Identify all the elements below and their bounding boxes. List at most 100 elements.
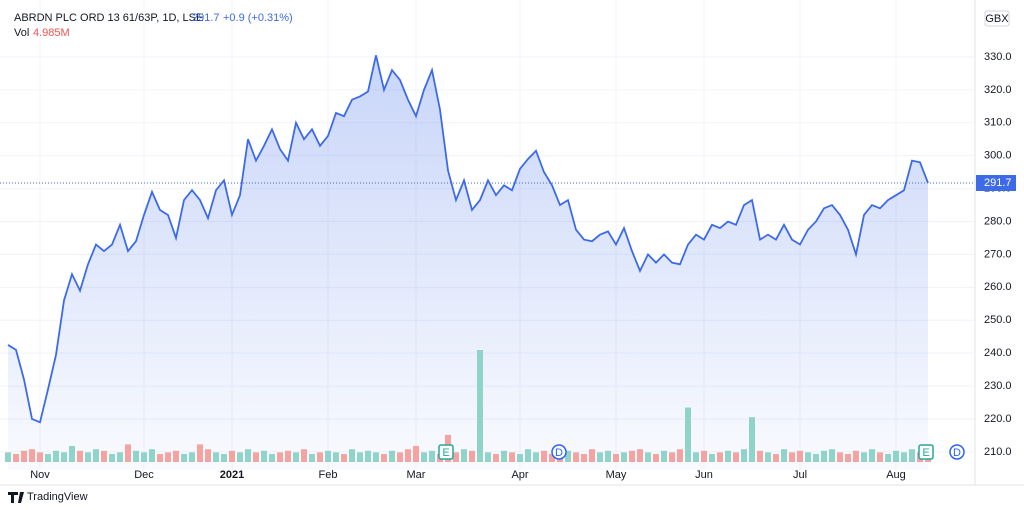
event-icon[interactable] — [438, 444, 454, 460]
x-tick-label: May — [606, 469, 627, 481]
volume-bar — [485, 452, 491, 462]
event-label[interactable]: E — [442, 447, 449, 459]
volume-bar — [37, 452, 43, 462]
volume-bar — [277, 452, 283, 462]
volume-bar — [685, 407, 691, 462]
volume-bar — [173, 450, 179, 462]
volume-bar — [533, 452, 539, 462]
y-tick-label: 230.0 — [984, 380, 1012, 392]
x-tick-label: Jun — [695, 469, 713, 481]
volume-bar — [709, 454, 715, 462]
volume-bar — [621, 452, 627, 462]
volume-bar — [341, 454, 347, 462]
volume-bar — [605, 450, 611, 462]
volume-bar — [525, 449, 531, 462]
x-tick-label: Dec — [134, 469, 154, 481]
volume-bar — [805, 452, 811, 462]
volume-bar — [901, 452, 907, 462]
volume-bar — [365, 450, 371, 462]
volume-bar — [629, 450, 635, 462]
volume-bar — [909, 449, 915, 462]
volume-bar — [869, 449, 875, 462]
volume-bar — [325, 450, 331, 462]
volume-bar — [333, 452, 339, 462]
volume-bar — [861, 452, 867, 462]
event-icon[interactable] — [949, 444, 965, 460]
volume-bar — [397, 452, 403, 462]
volume-bar — [789, 452, 795, 462]
volume-bar — [413, 446, 419, 462]
currency[interactable]: GBX — [985, 13, 1009, 25]
currency-box[interactable] — [984, 10, 1010, 27]
event-icon[interactable] — [918, 444, 934, 460]
volume-bar — [53, 450, 59, 462]
volume-bar — [541, 450, 547, 462]
volume-bar — [645, 452, 651, 462]
y-tick-label: 220.0 — [984, 413, 1012, 425]
event-icon[interactable] — [551, 444, 567, 460]
volume-bar — [461, 449, 467, 462]
volume-bar — [285, 450, 291, 462]
x-tick-label: 2021 — [220, 469, 244, 481]
y-tick-label: 280.0 — [984, 215, 1012, 227]
volume-bar — [781, 449, 787, 462]
volume-bar — [165, 452, 171, 462]
volume-bar — [293, 452, 299, 462]
volume-bar — [357, 452, 363, 462]
volume-bar — [693, 452, 699, 462]
volume-bar — [725, 450, 731, 462]
event-label[interactable]: E — [922, 447, 929, 459]
volume-bar — [829, 449, 835, 462]
y-tick-label: 300.0 — [984, 150, 1012, 162]
volume-bar — [77, 450, 83, 462]
event-label[interactable]: D — [555, 447, 563, 459]
volume-bar — [21, 450, 27, 462]
volume-bar — [509, 452, 515, 462]
x-tick-label: Aug — [886, 469, 906, 481]
volume-bar — [493, 454, 499, 462]
y-tick-label: 320.0 — [984, 84, 1012, 96]
volume-bar — [109, 454, 115, 462]
volume-bar — [469, 450, 475, 462]
volume-bar — [61, 452, 67, 462]
symbol: ABRDN PLC ORD 13 61/63P, 1D, LSE — [14, 12, 203, 24]
volume-bar — [373, 452, 379, 462]
volume-bar — [477, 350, 483, 462]
volume-bar — [101, 450, 107, 462]
volume-bar — [93, 449, 99, 462]
volume-bar — [253, 452, 259, 462]
volume-bar — [317, 452, 323, 462]
x-tick-label: Mar — [407, 469, 426, 481]
volume-bar — [717, 452, 723, 462]
volume-bar — [597, 452, 603, 462]
volume-bar — [405, 449, 411, 462]
price-area — [8, 55, 928, 470]
volume-bar — [581, 454, 587, 462]
y-tick-label: 250.0 — [984, 314, 1012, 326]
volume-bar — [821, 450, 827, 462]
y-tick-label: 270.0 — [984, 248, 1012, 260]
y-tick-label: 310.0 — [984, 117, 1012, 129]
volume-bar — [677, 449, 683, 462]
volume-bar — [205, 449, 211, 462]
volume-bar — [13, 454, 19, 462]
last-price-box — [976, 174, 1016, 191]
volume-bar — [453, 452, 459, 462]
volume-bar — [221, 454, 227, 462]
volume-bar — [181, 454, 187, 462]
volume-bar — [661, 450, 667, 462]
volume-value: 4.985M — [33, 27, 70, 39]
volume-bar — [573, 452, 579, 462]
volume-bar — [349, 449, 355, 462]
volume-bar — [5, 452, 11, 462]
branding: TradingView — [27, 491, 88, 503]
event-label[interactable]: D — [953, 447, 961, 459]
volume-bar — [637, 449, 643, 462]
volume-bar — [197, 444, 203, 462]
volume-bar — [261, 450, 267, 462]
volume-bar — [213, 452, 219, 462]
volume-bar — [141, 452, 147, 462]
y-tick-label: 260.0 — [984, 281, 1012, 293]
last-price-label: 291.7 — [984, 177, 1012, 189]
